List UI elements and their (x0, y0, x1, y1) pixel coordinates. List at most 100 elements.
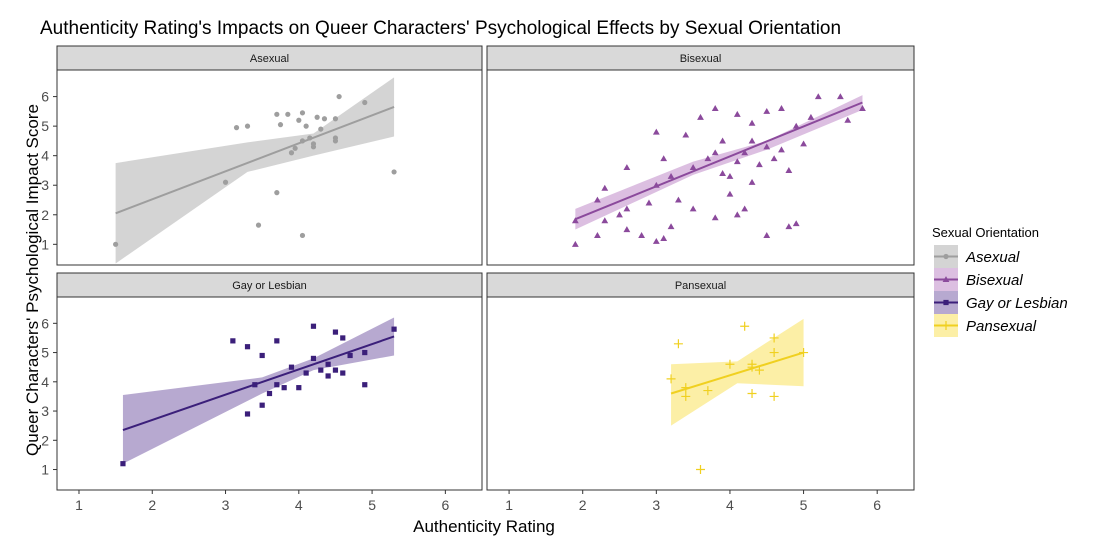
data-point (299, 232, 306, 239)
legend-keys: Asexual Bisexual Gay or Lesbian Pansexual (934, 245, 1068, 337)
data-point (711, 105, 719, 111)
data-point (681, 391, 691, 401)
data-point (230, 338, 236, 344)
x-tick-label: 3 (222, 497, 230, 513)
data-point (318, 367, 324, 373)
legend-label: Pansexual (966, 318, 1037, 335)
data-point (726, 190, 734, 197)
data-point (689, 164, 697, 171)
data-point (711, 149, 719, 156)
data-point (307, 135, 313, 141)
data-point (274, 111, 280, 117)
data-point (296, 117, 302, 123)
data-point (594, 232, 601, 239)
data-point (660, 155, 668, 162)
data-point (675, 196, 682, 203)
x-tick-label: 5 (800, 497, 808, 513)
y-tick-label: 2 (41, 207, 49, 223)
data-point (299, 110, 306, 116)
data-point (697, 113, 704, 120)
data-point (120, 461, 126, 467)
y-tick-label: 1 (41, 236, 49, 252)
facet-strip-label: Asexual (250, 53, 289, 65)
data-point (726, 172, 734, 179)
y-tick-label: 5 (41, 345, 49, 361)
facet-strip-label: Gay or Lesbian (232, 280, 307, 292)
data-point (741, 205, 749, 212)
data-point (336, 93, 342, 100)
regression-line (574, 101, 863, 221)
data-point (332, 329, 339, 335)
data-point (310, 141, 317, 147)
data-point (748, 178, 756, 185)
data-point (785, 223, 793, 230)
data-point (244, 123, 251, 129)
data-point (673, 339, 683, 349)
data-point (652, 181, 660, 188)
legend-label: Gay or Lesbian (966, 295, 1068, 312)
legend-label: Bisexual (966, 272, 1023, 289)
data-point (807, 113, 815, 120)
data-point (666, 374, 676, 384)
data-point (792, 220, 800, 227)
x-tick-label: 6 (441, 497, 449, 513)
data-point (733, 158, 741, 165)
legend-item: Pansexual (934, 314, 1037, 337)
data-point (719, 137, 726, 144)
data-point (222, 179, 229, 185)
facet-strip (56, 45, 483, 71)
data-point (571, 240, 579, 247)
data-point (814, 93, 822, 100)
data-point (391, 326, 397, 332)
data-point (274, 338, 280, 344)
data-point (747, 359, 757, 369)
facet-panel: Gay or Lesbian 1 2 3 4 5 6 1 2 3 4 5 6 (41, 272, 483, 513)
data-point (391, 169, 397, 175)
y-tick-label: 2 (41, 432, 49, 448)
y-axis-title: Queer Characters' Psychological Impact S… (23, 104, 42, 456)
y-tick-label: 3 (41, 177, 49, 193)
legend-label: Asexual (965, 249, 1020, 266)
data-point (740, 321, 750, 331)
data-point (704, 155, 712, 162)
data-point (770, 155, 778, 162)
data-point (288, 364, 295, 370)
data-point (274, 190, 280, 196)
data-point (682, 131, 690, 138)
data-point (711, 214, 719, 221)
data-point (800, 140, 807, 147)
data-point (340, 335, 346, 341)
data-point (623, 226, 631, 233)
x-tick-label: 4 (295, 497, 303, 513)
data-point (281, 385, 287, 391)
data-point (292, 145, 298, 151)
data-point (310, 323, 317, 329)
data-point (747, 389, 757, 398)
data-point (754, 365, 764, 375)
x-tick-label: 2 (579, 497, 587, 513)
y-tick-label: 6 (41, 315, 49, 331)
data-point (113, 241, 119, 247)
confidence-band (122, 317, 395, 464)
facet-panels: Asexual 1 2 3 4 5 6 Bisexual Gay or Lesbian 1 2 3 4 5… (41, 45, 915, 513)
facet-panel: Asexual 1 2 3 4 5 6 (41, 45, 483, 266)
legend: Sexual Orientation Asexual Bisexual Gay or… (932, 225, 1068, 337)
regression-line (122, 335, 395, 431)
data-point (321, 116, 328, 122)
data-point (299, 138, 306, 144)
data-point (778, 105, 785, 111)
y-tick-label: 4 (41, 148, 49, 164)
x-tick-label: 1 (505, 497, 513, 513)
data-point (310, 355, 317, 362)
facet-strip (486, 45, 915, 71)
data-point (763, 107, 771, 114)
data-point (616, 211, 623, 218)
data-point (244, 344, 251, 350)
legend-key-marker (943, 299, 949, 306)
data-point (362, 99, 368, 106)
data-point (318, 126, 324, 132)
data-point (785, 167, 793, 174)
data-point (325, 373, 331, 379)
y-tick-label: 6 (41, 89, 49, 105)
